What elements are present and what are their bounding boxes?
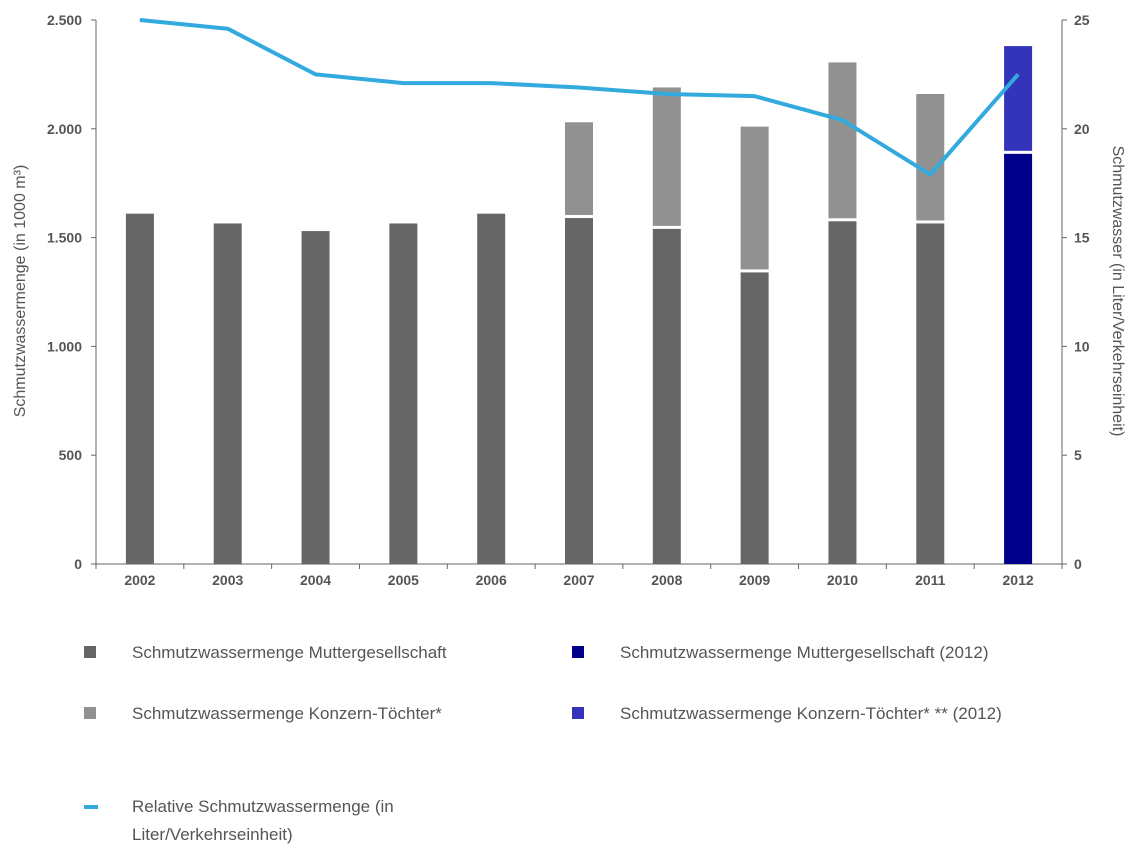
bar-2011-series-1 — [916, 93, 945, 221]
y-right-tick-label: 20 — [1074, 121, 1090, 137]
y-right-tick-label: 5 — [1074, 447, 1082, 463]
line-point-2002 — [139, 19, 141, 21]
legend-label: Schmutzwassermenge Muttergesellschaft (2… — [620, 643, 989, 662]
line-series — [139, 18, 1020, 177]
legend-label: Relative Schmutzwassermenge (in — [132, 797, 394, 816]
legend-item-line: Relative Schmutzwassermenge (in Liter/Ver… — [84, 797, 394, 844]
bar-2005-series-0 — [389, 223, 418, 564]
x-tick-label: 2011 — [915, 572, 946, 588]
line-point-2003 — [227, 28, 229, 30]
bar-2008-series-0 — [652, 228, 681, 564]
y-axis-right-label: Schmutzwasser (in Liter/Verkehrseinheit) — [1109, 146, 1126, 437]
bar-2006-series-0 — [477, 213, 506, 564]
legend-swatch — [84, 646, 96, 658]
legend-label: Schmutzwassermenge Konzern-Töchter* — [132, 704, 442, 723]
y-right-tick-label: 25 — [1074, 12, 1090, 28]
legend-swatch — [84, 707, 96, 719]
x-tick-label: 2002 — [124, 572, 155, 588]
line-point-2005 — [402, 82, 404, 84]
line-point-2004 — [315, 73, 317, 75]
legend-item-0: Schmutzwassermenge Muttergesellschaft — [84, 643, 447, 662]
tick-labels: 0 500 1.000 1.500 2.000 2.500 0 5 10 15 20 25 2002 20… — [47, 12, 1090, 588]
bar-2010-series-0 — [828, 221, 857, 564]
y-right-tick-label: 0 — [1074, 556, 1082, 572]
legend-swatch — [572, 707, 584, 719]
y-left-tick-label: 500 — [59, 447, 83, 463]
y-left-tick-label: 2.500 — [47, 12, 82, 28]
legend: Schmutzwassermenge Muttergesellschaft Sch… — [84, 643, 1002, 844]
x-tick-label: 2004 — [300, 572, 331, 588]
y-right-tick-label: 10 — [1074, 338, 1090, 354]
line-point-2007 — [578, 86, 580, 88]
bar-2007-series-0 — [565, 218, 593, 565]
line-point-2011 — [929, 173, 931, 175]
y-left-tick-label: 1.500 — [47, 230, 82, 246]
legend-item-2: Schmutzwassermenge Konzern-Töchter* — [84, 704, 442, 723]
x-tick-label: 2005 — [388, 572, 419, 588]
y-left-tick-label: 0 — [74, 556, 82, 572]
bar-2011-series-0 — [916, 223, 945, 564]
bar-2012-series-2 — [1004, 153, 1033, 564]
line-point-2008 — [666, 93, 668, 95]
legend-label-cont: Liter/Verkehrseinheit) — [132, 825, 293, 844]
legend-label: Schmutzwassermenge Muttergesellschaft — [132, 643, 447, 662]
x-tick-label: 2007 — [563, 572, 594, 588]
y-axis-left-label: Schmutzwassermenge (in 1000 m³) — [12, 165, 29, 418]
bar-2008-series-1 — [652, 87, 681, 226]
bar-2009-series-1 — [740, 126, 769, 270]
bar-2012-series-3 — [1004, 46, 1033, 151]
y-left-tick-label: 1.000 — [47, 338, 82, 354]
bars — [125, 46, 1033, 565]
bar-2007-series-1 — [565, 122, 593, 216]
line-point-2009 — [754, 95, 756, 97]
legend-line-swatch — [84, 805, 98, 809]
line-point-2006 — [490, 82, 492, 84]
x-tick-label: 2008 — [651, 572, 682, 588]
x-tick-label: 2003 — [212, 572, 243, 588]
bar-2003-series-0 — [213, 223, 242, 564]
line-point-2012 — [1017, 73, 1019, 75]
legend-label: Schmutzwassermenge Konzern-Töchter* ** (… — [620, 704, 1002, 723]
legend-swatch — [572, 646, 584, 658]
bar-2004-series-0 — [301, 231, 330, 564]
y-right-tick-label: 15 — [1074, 230, 1090, 246]
x-tick-label: 2010 — [827, 572, 858, 588]
bar-2010-series-1 — [828, 62, 857, 219]
line-point-2010 — [841, 119, 843, 121]
bar-2002-series-0 — [125, 213, 154, 564]
x-tick-label: 2009 — [739, 572, 770, 588]
x-tick-label: 2012 — [1003, 572, 1034, 588]
x-tick-label: 2006 — [476, 572, 507, 588]
bar-2009-series-0 — [740, 272, 769, 564]
legend-item-1: Schmutzwassermenge Muttergesellschaft (2… — [572, 643, 989, 662]
y-left-tick-label: 2.000 — [47, 121, 82, 137]
legend-item-3: Schmutzwassermenge Konzern-Töchter* ** (… — [572, 704, 1002, 723]
